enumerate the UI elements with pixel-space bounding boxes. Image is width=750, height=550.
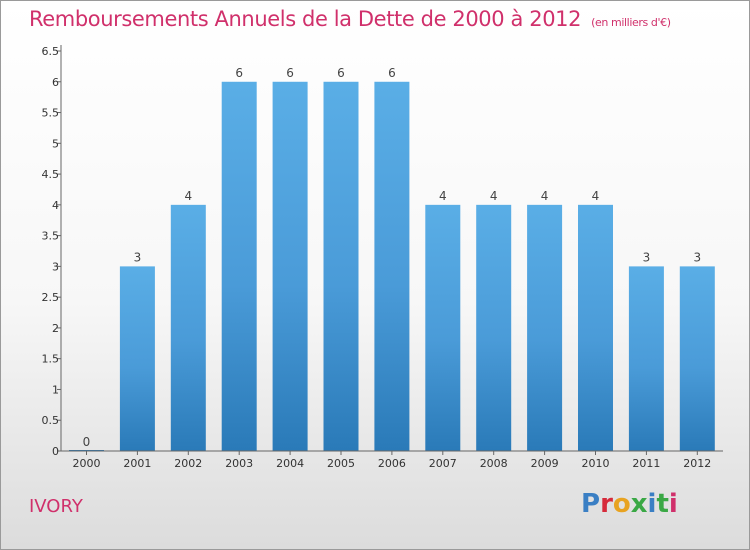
x-tick-label-2012: 2012 xyxy=(683,457,711,470)
y-tick-label-3: 3 xyxy=(52,260,59,273)
x-tick-label-2000: 2000 xyxy=(73,457,101,470)
y-tick-label-5.5: 5.5 xyxy=(42,107,60,120)
logo-letter: t xyxy=(656,489,669,519)
data-label-2001: 3 xyxy=(134,250,142,264)
data-label-2009: 4 xyxy=(541,189,549,203)
x-tick-label-2011: 2011 xyxy=(632,457,660,470)
y-tick-label-0.5: 0.5 xyxy=(42,414,60,427)
bar-2009 xyxy=(527,204,563,451)
x-tick-label-2007: 2007 xyxy=(429,457,457,470)
y-tick-label-1.5: 1.5 xyxy=(42,353,60,366)
data-label-2006: 6 xyxy=(388,66,396,80)
x-tick-label-2010: 2010 xyxy=(582,457,610,470)
data-label-2007: 4 xyxy=(439,189,447,203)
data-label-2005: 6 xyxy=(337,66,345,80)
y-tick-label-2: 2 xyxy=(52,322,59,335)
y-tick-label-3.5: 3.5 xyxy=(42,230,60,243)
chart-title: Remboursements Annuels de la Dette de 20… xyxy=(29,7,671,31)
bars-group: 0 3 4 6 6 6 6 4 4 4 4 3 3 xyxy=(69,66,715,452)
y-tick-label-4: 4 xyxy=(52,199,59,212)
data-label-2002: 4 xyxy=(184,189,192,203)
x-tick-label-2002: 2002 xyxy=(174,457,202,470)
bar-2008 xyxy=(476,204,512,451)
bar-2004 xyxy=(272,81,308,452)
data-label-2010: 4 xyxy=(592,189,600,203)
y-tick-label-2.5: 2.5 xyxy=(42,291,60,304)
bar-2006 xyxy=(374,81,410,452)
data-label-2003: 6 xyxy=(235,66,243,80)
commune-name: IVORY xyxy=(29,496,83,517)
y-tick-label-0: 0 xyxy=(52,445,59,458)
logo-letter: i xyxy=(647,489,657,519)
bar-2001 xyxy=(119,266,155,451)
logo-letter: i xyxy=(668,489,678,519)
bar-2005 xyxy=(323,81,359,452)
data-label-2004: 6 xyxy=(286,66,294,80)
chart-title-text: Remboursements Annuels de la Dette de 20… xyxy=(29,7,582,31)
logo-letter: o xyxy=(612,489,631,519)
bar-2007 xyxy=(425,204,461,451)
y-tick-label-6.5: 6.5 xyxy=(42,45,60,58)
chart-unit: (en milliers d'€) xyxy=(591,16,671,29)
bar-2010 xyxy=(578,204,613,451)
x-tick-label-2005: 2005 xyxy=(327,457,355,470)
data-label-2000: 0 xyxy=(83,435,91,449)
x-tick-label-2003: 2003 xyxy=(225,457,253,470)
x-tick-label-2006: 2006 xyxy=(378,457,406,470)
x-tick-label-2009: 2009 xyxy=(531,457,559,470)
y-tick-label-4.5: 4.5 xyxy=(42,168,60,181)
data-label-2008: 4 xyxy=(490,189,498,203)
y-tick-label-5: 5 xyxy=(52,137,59,150)
x-tick-label-2001: 2001 xyxy=(123,457,151,470)
logo-letter: r xyxy=(600,489,613,519)
y-tick-label-1: 1 xyxy=(52,383,59,396)
logo-letter: P xyxy=(581,489,601,519)
bar-2011 xyxy=(628,266,664,451)
bar-2012 xyxy=(679,266,715,451)
data-label-2011: 3 xyxy=(643,250,651,264)
bar-2003 xyxy=(221,81,257,452)
bar-2002 xyxy=(170,204,206,451)
proxiti-logo: Proxiti xyxy=(581,489,678,519)
x-tick-label-2004: 2004 xyxy=(276,457,304,470)
y-tick-label-6: 6 xyxy=(52,76,59,89)
axes-group: 2000 2001 2002 2003 2004 2005 2006 2007 2008 2009… xyxy=(42,45,723,470)
data-label-2012: 3 xyxy=(693,250,701,264)
logo-letter: x xyxy=(630,489,648,519)
x-tick-label-2008: 2008 xyxy=(480,457,508,470)
